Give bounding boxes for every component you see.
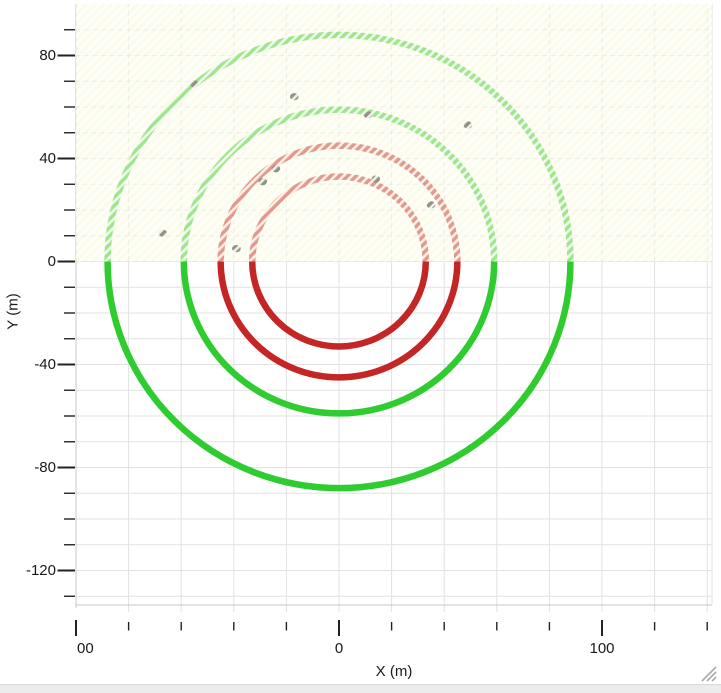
x-axis-title: X (m) — [375, 663, 413, 680]
y-tick-label-80: 80 — [39, 47, 56, 64]
y-tick-label--40: -40 — [34, 356, 56, 373]
x-tick-label-0: 0 — [334, 640, 344, 657]
x-tick-label--100: 00 — [77, 640, 94, 657]
y-axis-title: Y (m) — [4, 293, 22, 330]
resize-grip-icon[interactable] — [696, 661, 720, 685]
shaded-hazard-band — [76, 4, 712, 262]
axis-ticks — [57, 29, 708, 636]
y-tick-label--120: -120 — [25, 562, 56, 579]
x-tick-label-100: 100 — [589, 640, 615, 657]
y-tick-label--80: -80 — [34, 459, 56, 476]
y-tick-label-40: 40 — [39, 150, 56, 167]
y-tick-label-0: 0 — [47, 253, 56, 270]
window-bottom-edge — [0, 684, 721, 693]
